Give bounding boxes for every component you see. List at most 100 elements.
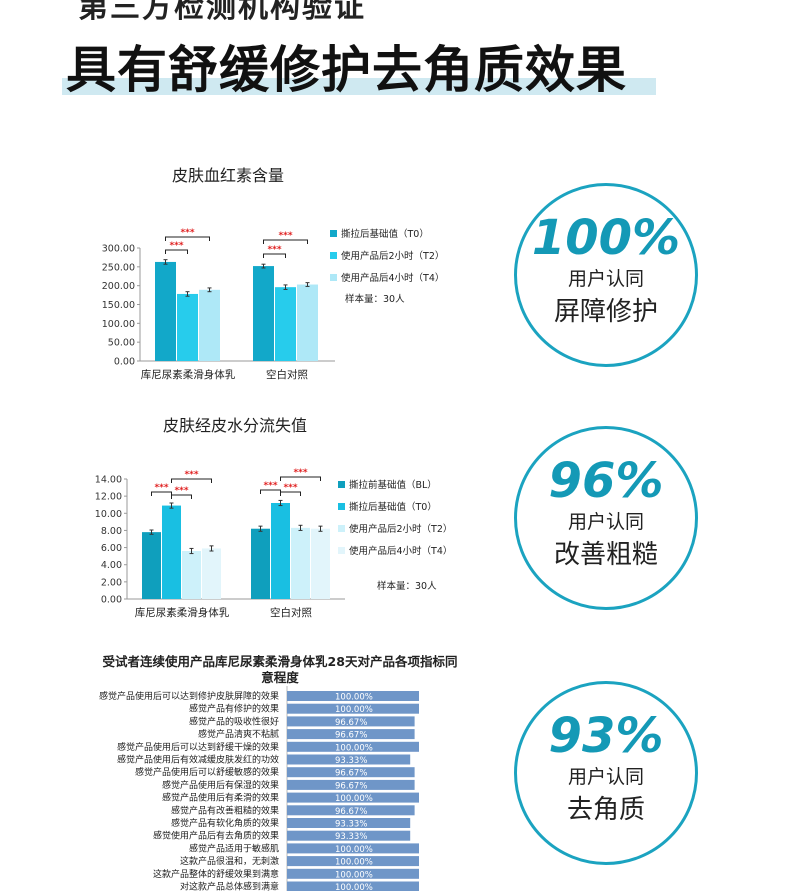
significance-marker: *** bbox=[283, 483, 297, 493]
survey-bar-value: 96.67% bbox=[335, 807, 367, 817]
legend-label: 使用产品后2小时（T2） bbox=[341, 250, 444, 262]
survey-item-label: 感觉产品适用于敏感肌 bbox=[189, 842, 279, 854]
significance-bracket bbox=[165, 249, 188, 254]
survey-item-label: 感觉产品使用后可以达到修护皮肤屏障的效果 bbox=[99, 690, 279, 702]
legend-swatch bbox=[330, 252, 337, 259]
stat-claim: 改善粗糙 bbox=[553, 540, 658, 570]
survey-item-label: 感觉产品有修护的效果 bbox=[189, 703, 279, 715]
y-tick-label: 0.00 bbox=[101, 595, 122, 606]
survey-item-label: 感觉产品使用后有效减缓皮肤发红的功效 bbox=[117, 754, 279, 766]
survey-item-label: 感觉产品使用后可以达到舒缓干燥的效果 bbox=[117, 741, 279, 753]
survey-bar-value: 100.00% bbox=[335, 693, 373, 703]
y-tick-label: 4.00 bbox=[101, 560, 122, 571]
survey-item-label: 感觉使用产品后有去角质的效果 bbox=[153, 830, 279, 842]
significance-bracket bbox=[263, 253, 286, 258]
y-tick-label: 0.00 bbox=[114, 357, 135, 368]
significance-bracket bbox=[280, 476, 321, 481]
x-category-label: 空白对照 bbox=[270, 606, 312, 619]
bar bbox=[297, 284, 318, 361]
survey-item-label: 感觉产品有改善粗糙的效果 bbox=[171, 804, 279, 816]
hemoglobin-chart: 0.00 50.00 100.00 150.00 200.00 250.00 300.00 库… bbox=[102, 228, 445, 381]
stat-claim: 屏障修护 bbox=[553, 297, 658, 327]
survey-bar-value: 96.67% bbox=[335, 731, 367, 741]
chart2-title: 皮肤经皮水分流失值 bbox=[163, 416, 308, 435]
x-category-label: 库尼尿素柔滑身体乳 bbox=[135, 606, 230, 619]
stat-label: 用户认同 bbox=[567, 268, 644, 290]
title-highlight-bar bbox=[62, 78, 656, 95]
survey-item-label: 感觉产品使用后可以舒缓敏感的效果 bbox=[135, 766, 279, 778]
bar bbox=[311, 528, 330, 599]
survey-item-label: 对这款产品总体感到满意 bbox=[180, 881, 279, 892]
bar bbox=[202, 548, 221, 599]
survey-bar-value: 100.00% bbox=[335, 845, 373, 855]
significance-marker: *** bbox=[263, 481, 277, 491]
legend-swatch bbox=[330, 274, 337, 281]
survey-bar bbox=[287, 741, 419, 752]
survey-item-label: 感觉产品的吸收性很好 bbox=[189, 715, 279, 727]
survey-bar-value: 93.33% bbox=[335, 756, 367, 766]
sample-size: 样本量：30人 bbox=[377, 580, 437, 592]
survey-bar-value: 100.00% bbox=[335, 794, 373, 804]
significance-bracket bbox=[171, 478, 212, 483]
legend-swatch bbox=[330, 230, 337, 237]
legend-label: 使用产品后2小时（T2） bbox=[349, 523, 452, 535]
legend-label: 使用产品后4小时（T4） bbox=[349, 545, 452, 557]
legend-label: 使用产品后4小时（T4） bbox=[341, 272, 444, 284]
y-tick-label: 150.00 bbox=[102, 300, 135, 311]
survey-bar-value: 96.67% bbox=[335, 781, 367, 791]
y-tick-label: 10.00 bbox=[95, 509, 122, 520]
y-tick-label: 8.00 bbox=[101, 526, 122, 537]
survey-bar bbox=[287, 767, 415, 778]
header-partial-text: 第三方检测机构验证 bbox=[78, 0, 366, 25]
bar bbox=[199, 289, 220, 361]
stat-percent: 93% bbox=[548, 708, 664, 764]
survey-bar bbox=[287, 868, 419, 879]
survey-bar-value: 93.33% bbox=[335, 820, 367, 830]
survey-bar-value: 100.00% bbox=[335, 883, 373, 891]
significance-marker: *** bbox=[184, 470, 198, 480]
x-category-label: 库尼尿素柔滑身体乳 bbox=[141, 368, 236, 381]
bar bbox=[271, 503, 290, 599]
survey-bar bbox=[287, 805, 415, 816]
survey-bar bbox=[287, 754, 411, 765]
significance-marker: *** bbox=[267, 245, 281, 255]
significance-bracket bbox=[280, 491, 301, 496]
x-category-label: 空白对照 bbox=[266, 368, 308, 381]
significance-marker: *** bbox=[169, 241, 183, 251]
legend-swatch bbox=[338, 525, 345, 532]
survey-bar bbox=[287, 691, 419, 701]
stat-percent: 100% bbox=[531, 210, 681, 266]
stat-label: 用户认同 bbox=[567, 511, 644, 533]
survey-bar-value: 96.67% bbox=[335, 718, 367, 728]
survey-item-label: 感觉产品有软化角质的效果 bbox=[171, 817, 279, 829]
y-tick-label: 2.00 bbox=[101, 577, 122, 588]
survey-bar bbox=[287, 703, 419, 714]
legend-swatch bbox=[338, 547, 345, 554]
legend-label: 撕拉前基础值（BL） bbox=[349, 479, 437, 491]
legend-swatch bbox=[338, 503, 345, 510]
sample-size: 样本量：30人 bbox=[345, 293, 405, 305]
significance-marker: *** bbox=[278, 231, 292, 241]
bar bbox=[177, 293, 198, 361]
survey-bar-value: 100.00% bbox=[335, 870, 373, 880]
legend-swatch bbox=[338, 481, 345, 488]
survey-bar bbox=[287, 843, 419, 854]
significance-marker: *** bbox=[174, 486, 188, 496]
survey-item-label: 这款产品整体的舒缓效果到满意 bbox=[153, 868, 279, 880]
bar bbox=[182, 551, 201, 599]
chart1-title: 皮肤血红素含量 bbox=[172, 166, 285, 185]
survey-item-label: 感觉产品使用后有保湿的效果 bbox=[162, 779, 279, 791]
survey-bar-value: 100.00% bbox=[335, 858, 373, 868]
survey-item-label: 感觉产品清爽不粘腻 bbox=[198, 728, 279, 740]
bar bbox=[155, 261, 176, 361]
y-tick-label: 14.00 bbox=[95, 475, 122, 486]
y-tick-label: 12.00 bbox=[95, 492, 122, 503]
y-tick-label: 300.00 bbox=[102, 244, 135, 255]
survey-bar bbox=[287, 881, 419, 891]
bar bbox=[142, 532, 161, 599]
tewl-chart: 0.00 2.00 4.00 6.00 8.00 10.00 12.00 14.00 库尼尿素柔… bbox=[95, 468, 452, 619]
y-tick-label: 50.00 bbox=[108, 338, 135, 349]
y-tick-label: 200.00 bbox=[102, 281, 135, 292]
survey-bar bbox=[287, 779, 415, 790]
y-tick-label: 250.00 bbox=[102, 262, 135, 273]
